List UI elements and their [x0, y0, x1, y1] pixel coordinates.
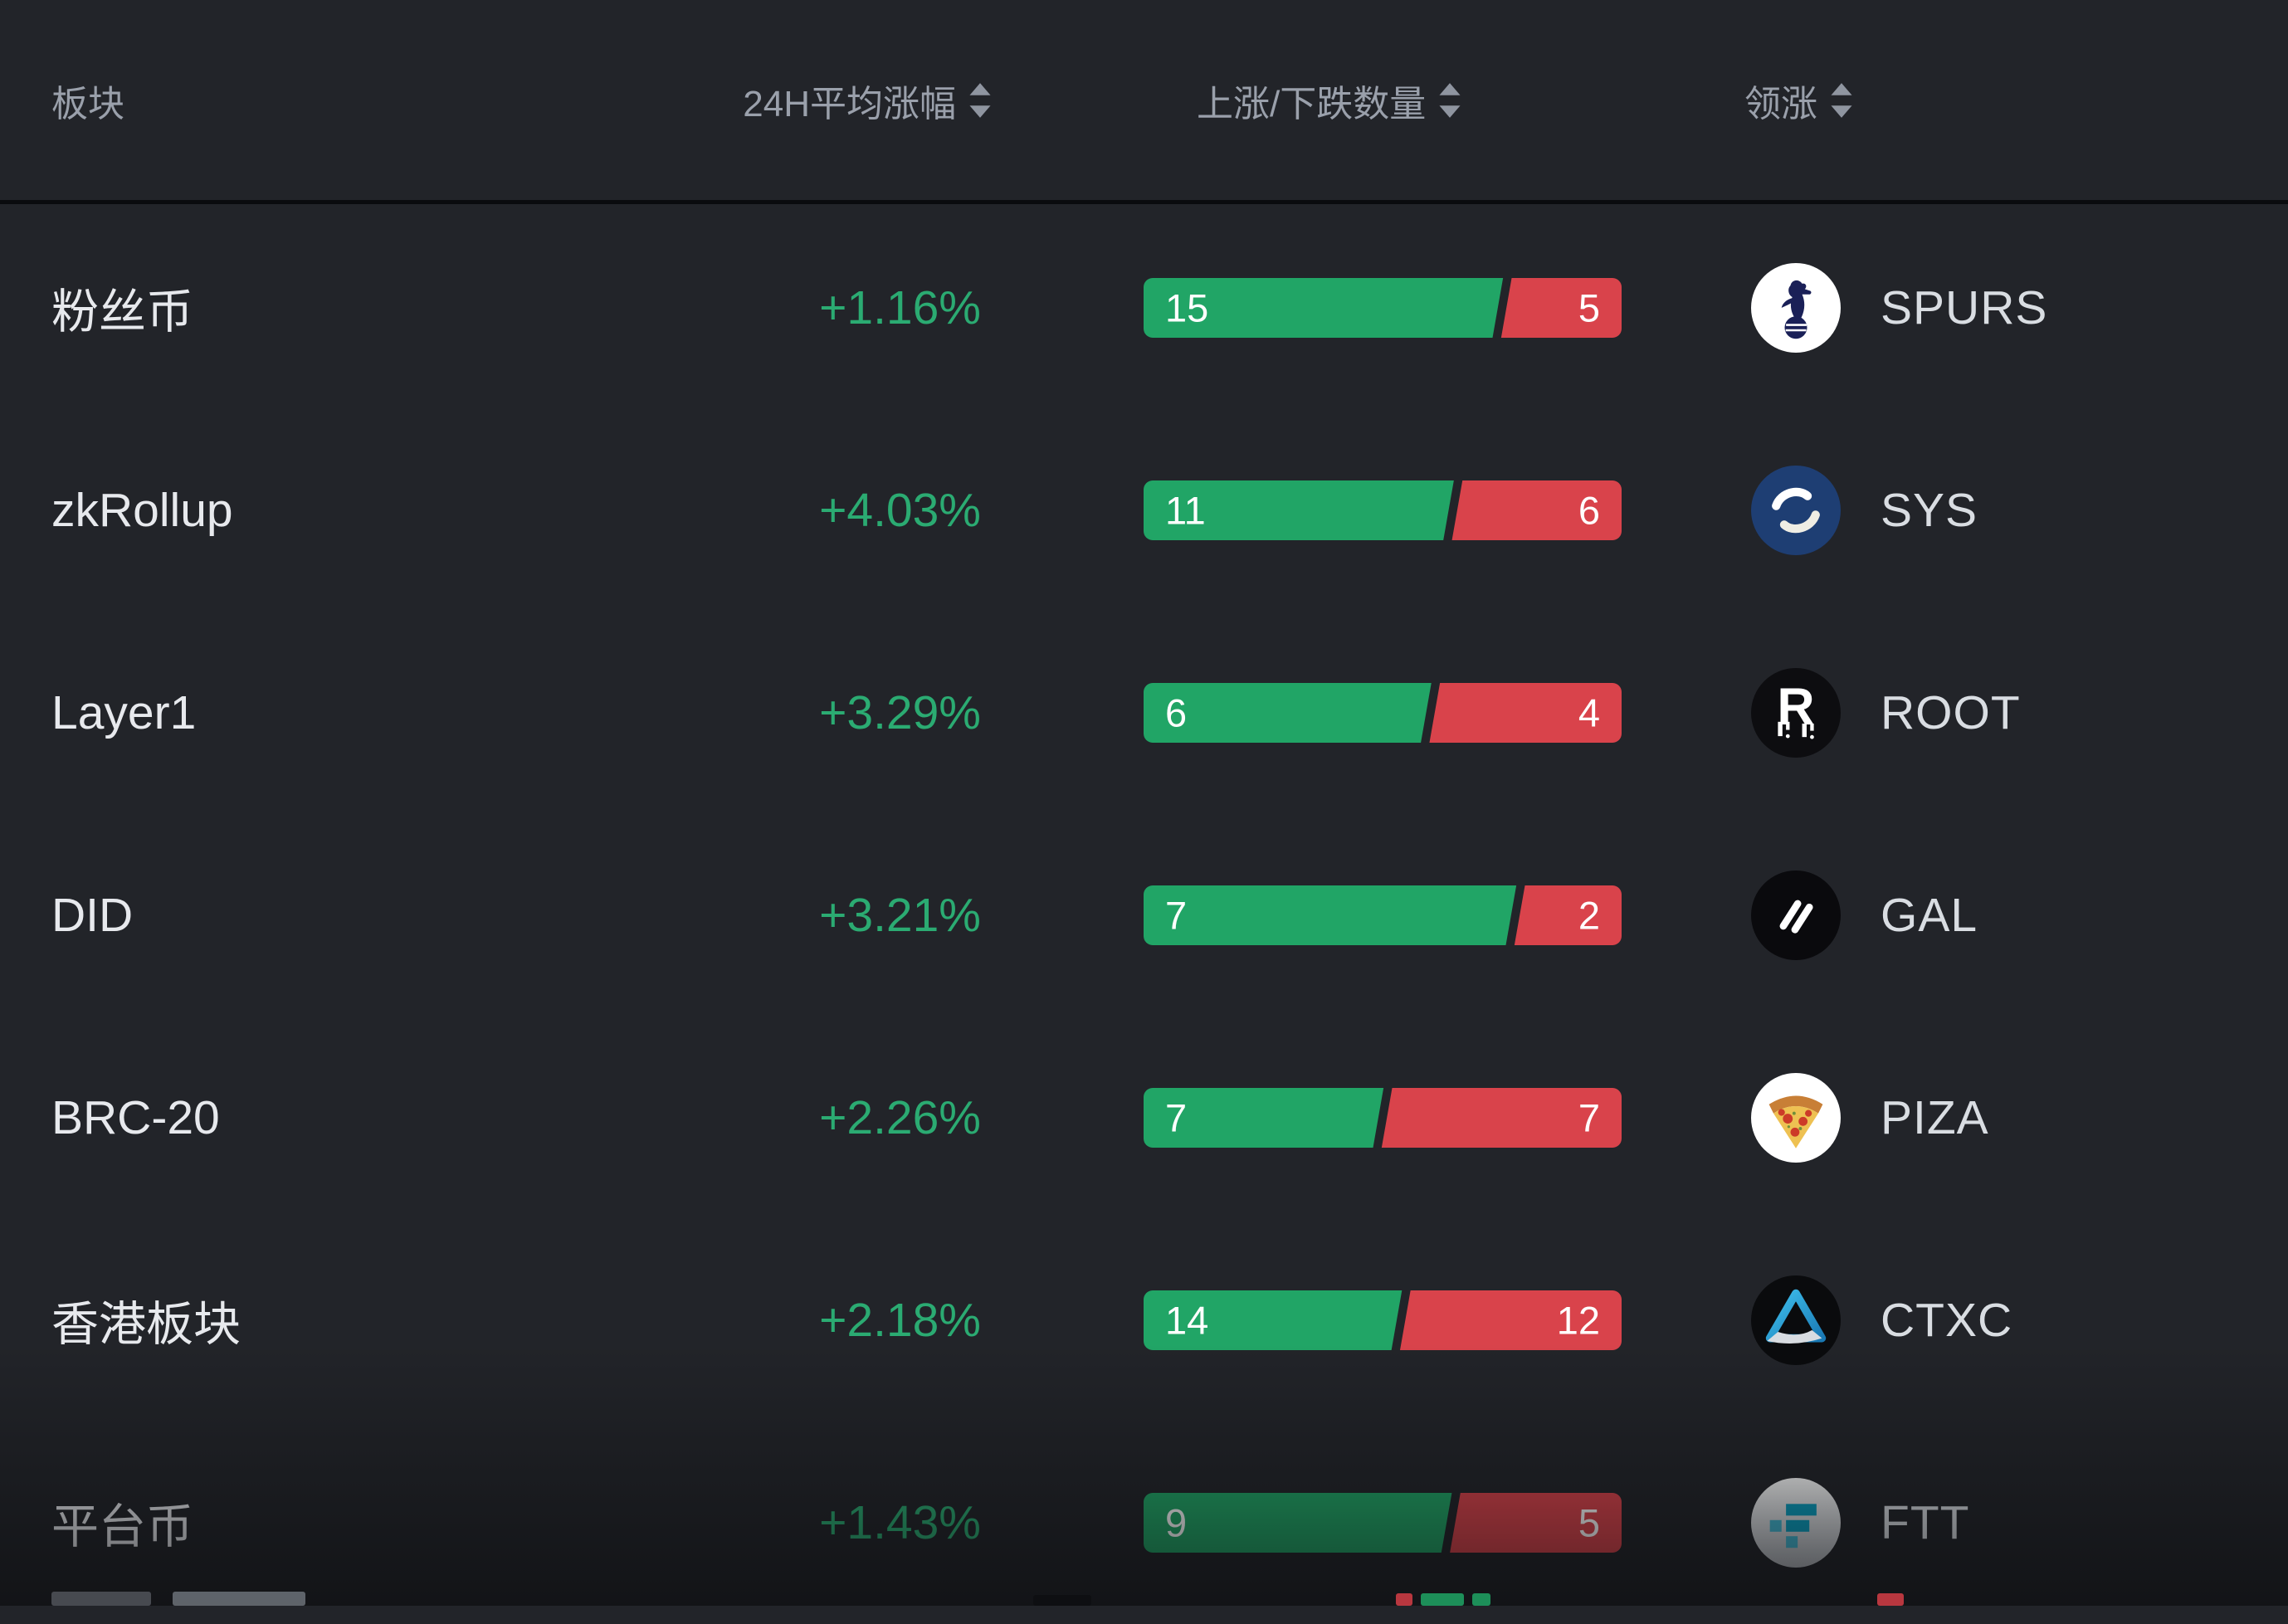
up-count: 15: [1165, 285, 1209, 330]
col-header-leader[interactable]: 领涨: [1744, 74, 1854, 127]
down-count: 5: [1578, 1500, 1600, 1545]
leader-symbol: SYS: [1881, 484, 1978, 537]
change-percent: +1.43%: [819, 1496, 981, 1549]
down-count: 2: [1578, 893, 1600, 938]
up-segment: [1144, 1088, 1384, 1148]
col-header-change-label: 24H平均涨幅: [743, 83, 956, 124]
ftt-coin-icon: [1751, 1478, 1841, 1568]
leader-symbol: GAL: [1881, 889, 1978, 942]
sector-name: zkRollup: [51, 484, 233, 537]
sector-name: DID: [51, 889, 134, 942]
up-count: 11: [1165, 488, 1206, 533]
partial-row-fragment: [1396, 1593, 1412, 1606]
down-segment: [1429, 683, 1622, 743]
leader-cell[interactable]: SYS: [1751, 466, 1978, 555]
col-header-updown-label: 上涨/下跌数量: [1197, 83, 1427, 124]
down-segment: [1514, 885, 1622, 945]
change-percent: +1.16%: [819, 281, 981, 334]
down-count: 4: [1578, 690, 1600, 735]
col-header-sector-label: 板块: [51, 83, 124, 124]
change-percent: +3.21%: [819, 889, 981, 942]
sector-name: BRC-20: [51, 1091, 220, 1144]
partial-row-fragment: [1421, 1593, 1464, 1606]
change-percent: +2.26%: [819, 1091, 981, 1144]
up-count: 7: [1165, 893, 1188, 938]
table-row[interactable]: 平台币 +1.43% 9 5: [0, 1422, 2288, 1624]
down-count: 5: [1578, 285, 1600, 330]
up-segment: [1144, 885, 1517, 945]
sector-name: Layer1: [51, 686, 197, 739]
leader-cell[interactable]: CTXC: [1751, 1275, 2012, 1365]
leader-cell[interactable]: PIZA: [1751, 1073, 1989, 1163]
down-segment: [1400, 1290, 1622, 1350]
table-header: 板块 24H平均涨幅 上涨/下跌数量 领涨: [0, 0, 2288, 200]
down-segment: [1381, 1088, 1622, 1148]
up-down-bar: 7 2: [1144, 885, 1622, 945]
partial-row-fragment: [173, 1592, 305, 1606]
leader-cell[interactable]: FTT: [1751, 1478, 1969, 1568]
spurs-coin-icon: [1751, 263, 1841, 353]
up-segment: [1144, 683, 1432, 743]
table-row[interactable]: 粉丝币 +1.16% 15 5 SPURS: [0, 207, 2288, 409]
up-count: 6: [1165, 690, 1188, 735]
col-header-leader-label: 领涨: [1744, 83, 1817, 124]
leader-cell[interactable]: GAL: [1751, 871, 1978, 960]
leader-symbol: CTXC: [1881, 1294, 2013, 1347]
down-segment: [1451, 480, 1622, 540]
galxe-coin-icon: [1751, 871, 1841, 960]
partial-row-fragment: [51, 1592, 151, 1606]
down-count: 7: [1578, 1095, 1600, 1140]
up-down-bar: 9 5: [1144, 1493, 1622, 1553]
down-segment: [1500, 278, 1622, 338]
partial-row-fragment: [1877, 1593, 1904, 1606]
up-down-bar: 7 7: [1144, 1088, 1622, 1148]
table-row[interactable]: 香港板块 +2.18% 14 12: [0, 1219, 2288, 1422]
syscoin-coin-icon: [1751, 466, 1841, 555]
sector-table-body: 粉丝币 +1.16% 15 5 SPURS: [0, 207, 2288, 1624]
table-row[interactable]: Layer1 +3.29% 6 4 R: [0, 612, 2288, 814]
table-row[interactable]: zkRollup +4.03% 11 6 SYS: [0, 409, 2288, 612]
sector-name: 粉丝币: [51, 285, 193, 339]
up-down-bar: 14 12: [1144, 1290, 1622, 1350]
col-header-sector: 板块: [51, 74, 124, 127]
leader-symbol: ROOT: [1881, 686, 2021, 739]
change-percent: +4.03%: [819, 484, 981, 537]
leader-cell[interactable]: R ROOT: [1751, 668, 2021, 758]
svg-text:R: R: [1777, 678, 1814, 736]
sort-icon[interactable]: [968, 81, 993, 119]
up-down-bar: 11 6: [1144, 480, 1622, 540]
col-header-change[interactable]: 24H平均涨幅: [743, 74, 993, 127]
leader-symbol: SPURS: [1881, 281, 2048, 334]
sector-name: 平台币: [51, 1500, 193, 1553]
up-segment: [1144, 480, 1454, 540]
change-percent: +2.18%: [819, 1294, 981, 1347]
sort-icon[interactable]: [1829, 81, 1854, 119]
up-segment: [1144, 1290, 1403, 1350]
sector-name: 香港板块: [51, 1298, 241, 1351]
leader-symbol: PIZA: [1881, 1091, 1989, 1144]
partial-row-fragment: [1472, 1593, 1490, 1606]
header-divider: [0, 200, 2288, 204]
col-header-updown[interactable]: 上涨/下跌数量: [1197, 74, 1462, 127]
up-down-bar: 15 5: [1144, 278, 1622, 338]
up-count: 14: [1165, 1298, 1209, 1343]
up-down-bar: 6 4: [1144, 683, 1622, 743]
leader-symbol: FTT: [1881, 1496, 1970, 1549]
down-count: 12: [1556, 1298, 1600, 1343]
down-count: 6: [1578, 488, 1600, 533]
up-count: 7: [1165, 1095, 1188, 1140]
partial-row-fragment: [1033, 1595, 1091, 1606]
leader-cell[interactable]: SPURS: [1751, 263, 2047, 353]
up-count: 9: [1165, 1500, 1188, 1545]
change-percent: +3.29%: [819, 686, 981, 739]
sort-icon[interactable]: [1437, 81, 1462, 119]
root-coin-icon: R: [1751, 668, 1841, 758]
up-segment: [1144, 278, 1504, 338]
table-row[interactable]: DID +3.21% 7 2 GAL: [0, 814, 2288, 1017]
pizza-coin-icon: [1751, 1073, 1841, 1163]
table-row[interactable]: BRC-20 +2.26% 7 7: [0, 1017, 2288, 1219]
cortex-coin-icon: [1751, 1275, 1841, 1365]
